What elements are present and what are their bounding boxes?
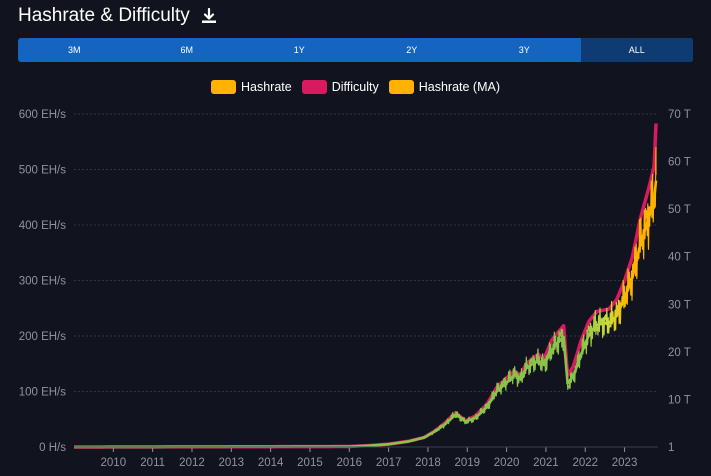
legend-swatch-hashrate-ma	[388, 80, 414, 94]
y-right-tick-label: 60 T	[668, 157, 691, 169]
legend-item-hashrate[interactable]: Hashrate	[210, 80, 292, 94]
legend-swatch-hashrate	[210, 80, 236, 94]
tab-6m[interactable]: 6M	[180, 45, 193, 55]
x-tick-label: 2012	[179, 457, 205, 469]
y-right-tick-label: 10 T	[668, 394, 691, 406]
x-tick-label: 2018	[415, 457, 441, 469]
hashrate-line	[74, 146, 657, 448]
tab-3m[interactable]: 3M	[67, 45, 81, 55]
hashrate-ma-line	[74, 179, 658, 449]
tab-2y[interactable]: 2Y	[406, 45, 418, 55]
x-tick-label: 2015	[297, 457, 323, 469]
x-tick-label: 2021	[533, 457, 559, 469]
legend-item-hashrate-ma[interactable]: Hashrate (MA)	[388, 80, 501, 94]
range-tabs: 3M 6M 1Y 2Y 3Y ALL	[18, 38, 693, 62]
legend-label-hashrate-ma: Hashrate (MA)	[418, 80, 501, 94]
x-tick-label: 2016	[336, 457, 362, 469]
legend-label-difficulty: Difficulty	[331, 80, 379, 94]
x-tick-label: 2022	[572, 457, 598, 469]
y-left-tick-label: 400 EH/s	[19, 220, 67, 232]
difficulty-line	[74, 122, 658, 449]
legend-item-difficulty[interactable]: Difficulty	[301, 80, 379, 94]
y-left-tick-label: 600 EH/s	[19, 109, 67, 121]
legend-swatch-difficulty	[301, 80, 327, 94]
y-left-tick-label: 300 EH/s	[19, 276, 67, 288]
chart-legend: Hashrate Difficulty Hashrate (MA)	[0, 78, 711, 96]
y-right-tick-label: 1	[668, 442, 674, 454]
y-left-tick-label: 500 EH/s	[19, 165, 67, 177]
y-left-tick-label: 100 EH/s	[19, 387, 67, 399]
grid-layer	[74, 113, 658, 392]
chart-header: Hashrate & Difficulty	[18, 4, 218, 28]
x-tick-label: 2010	[101, 457, 127, 469]
chart-title: Hashrate & Difficulty	[18, 5, 190, 26]
x-tick-label: 2013	[219, 457, 245, 469]
x-tick-label: 2017	[376, 457, 402, 469]
tab-3y[interactable]: 3Y	[518, 45, 530, 55]
axis-layer: 0 H/s 100 EH/s 200 EH/s 300 EH/s 400 EH/s 500…	[19, 109, 691, 469]
x-tick-label: 2019	[454, 457, 480, 469]
y-right-tick-label: 40 T	[668, 252, 691, 264]
x-tick-label: 2014	[258, 457, 284, 469]
x-tick-label: 2023	[612, 457, 638, 469]
series-layer	[74, 122, 658, 449]
y-right-tick-label: 20 T	[668, 347, 691, 359]
x-tick-label: 2011	[140, 457, 165, 469]
y-left-tick-label: 0 H/s	[39, 442, 66, 454]
download-icon[interactable]	[200, 7, 218, 25]
legend-label-hashrate: Hashrate	[240, 80, 292, 94]
tab-1y[interactable]: 1Y	[293, 45, 305, 55]
x-tick-label: 2020	[494, 457, 520, 469]
tab-all[interactable]: ALL	[580, 38, 693, 62]
y-right-tick-label: 30 T	[668, 299, 691, 311]
y-right-tick-label: 70 T	[668, 109, 691, 121]
y-left-tick-label: 200 EH/s	[19, 331, 67, 343]
y-right-tick-label: 50 T	[668, 204, 691, 216]
